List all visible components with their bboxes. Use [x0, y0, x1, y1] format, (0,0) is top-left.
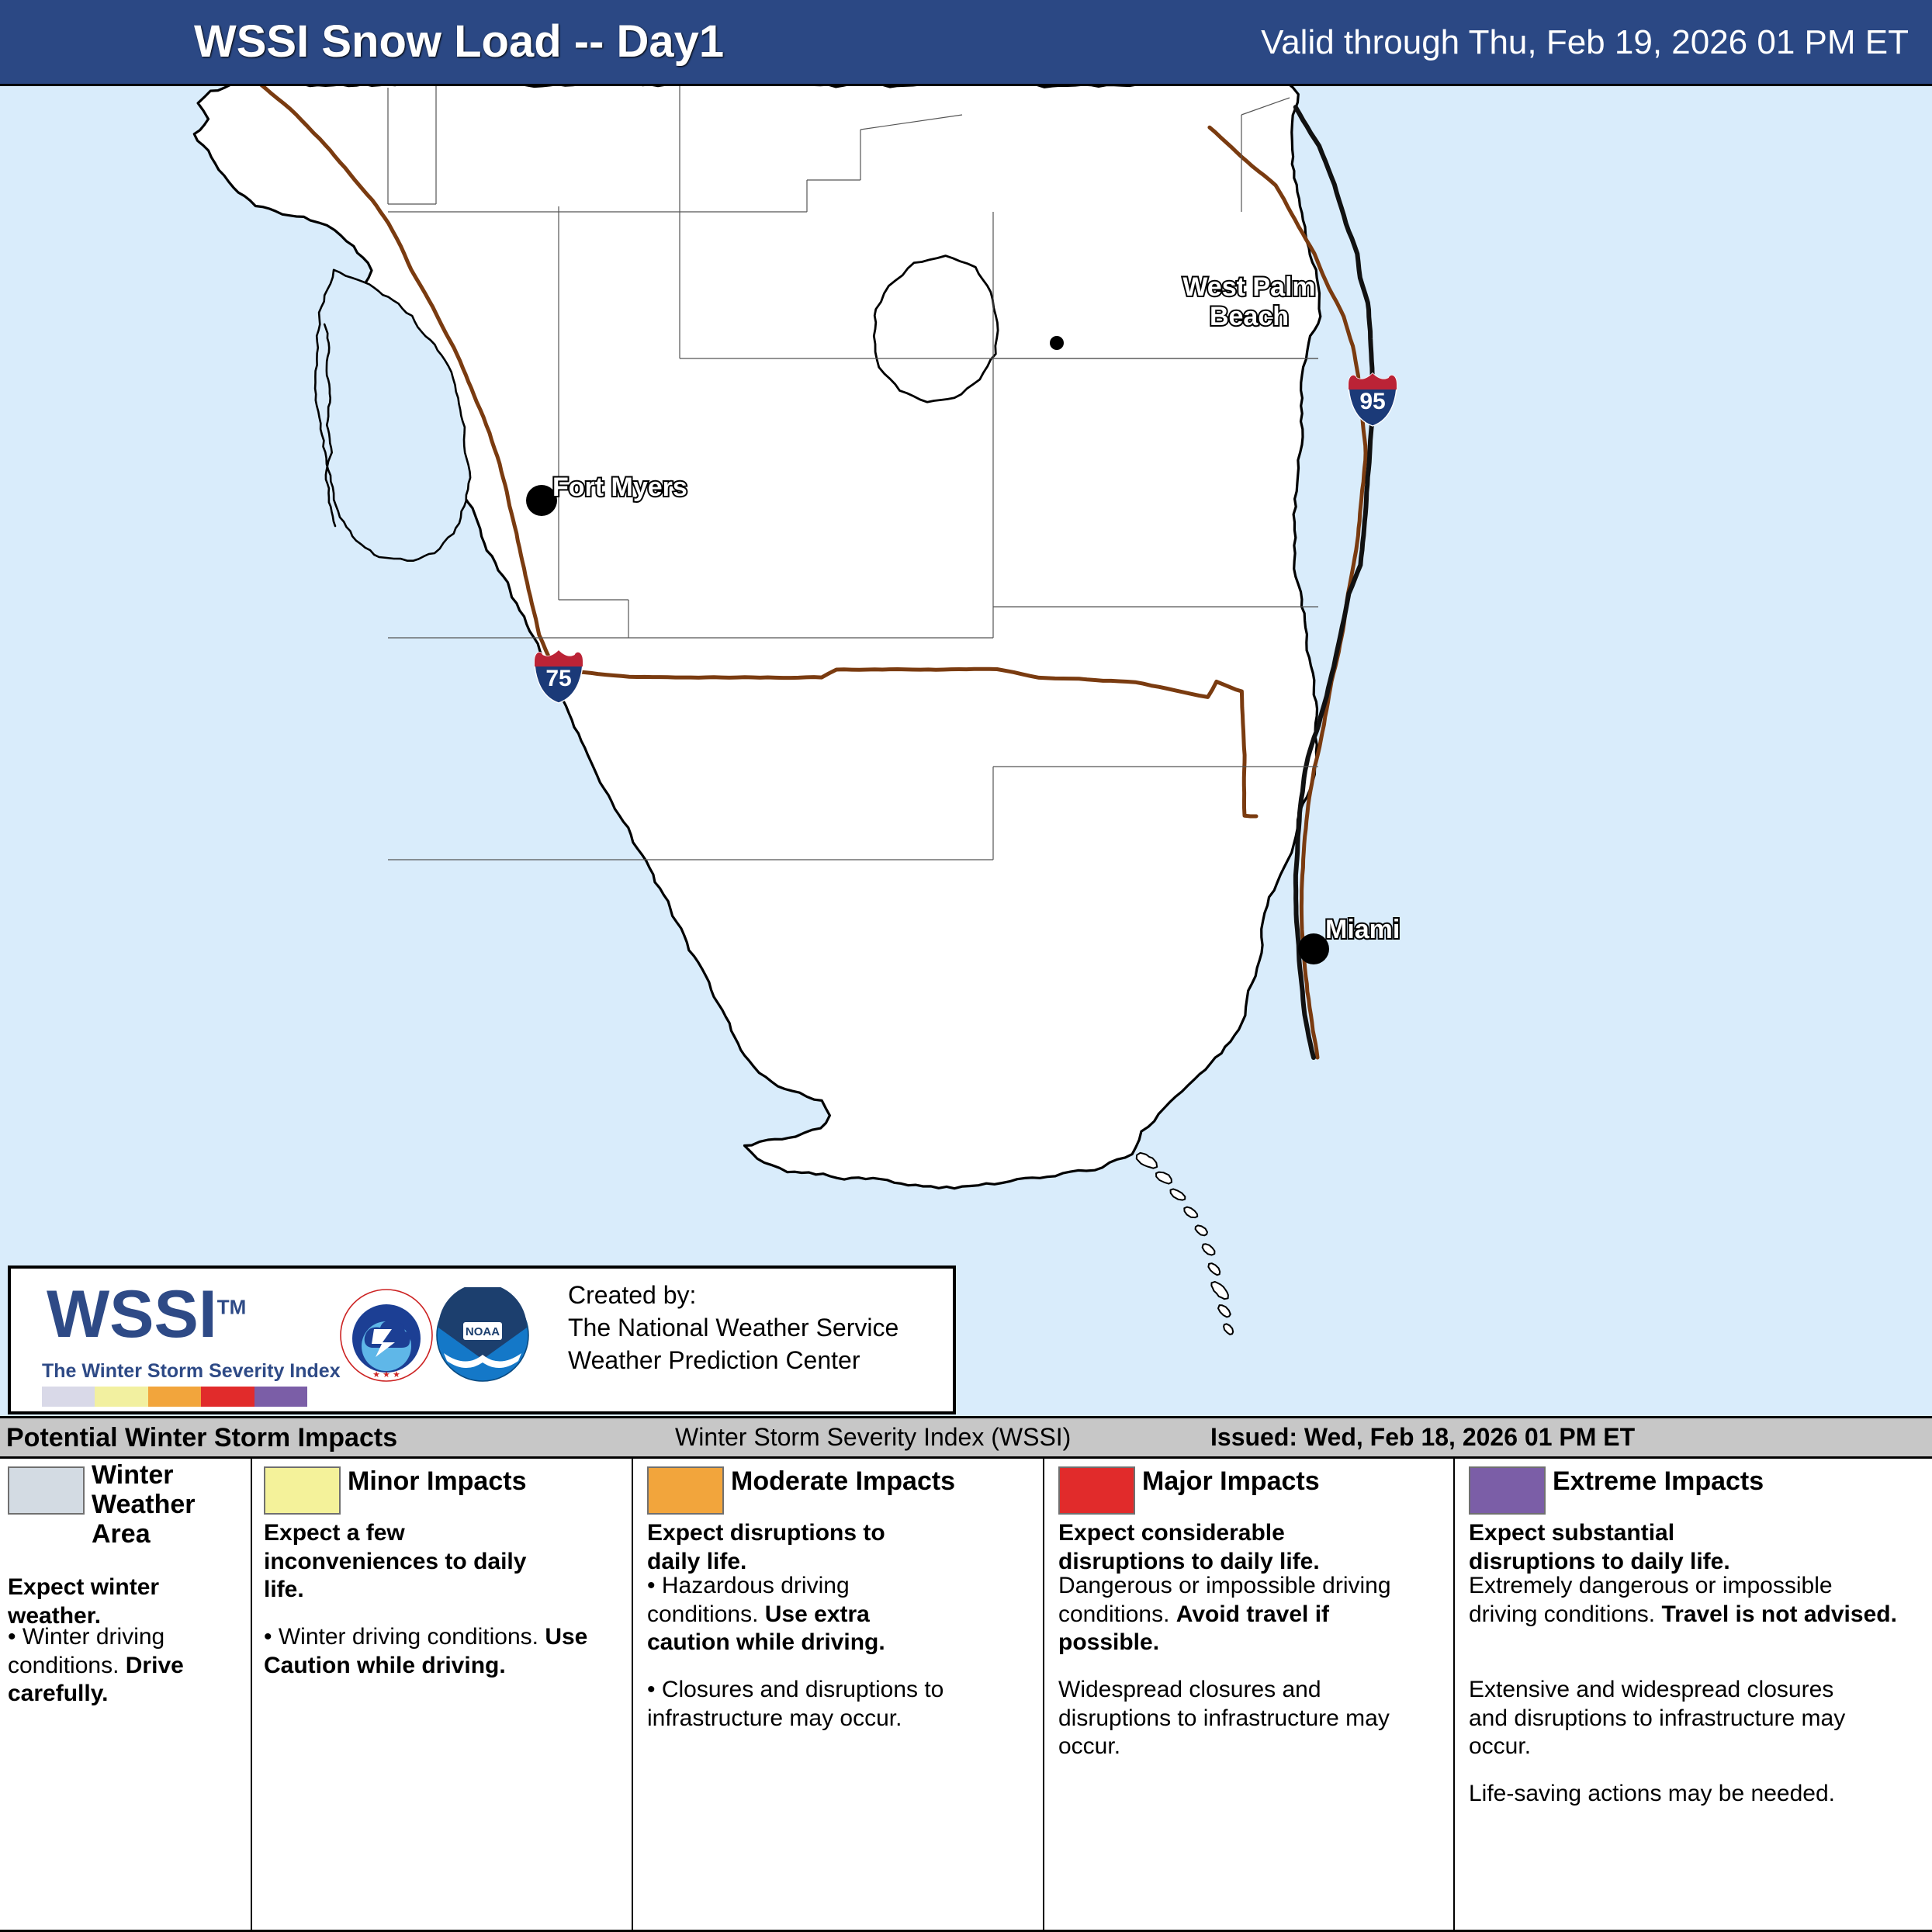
- svg-text:Fort Myers: Fort Myers: [552, 473, 687, 502]
- svg-text:★ ★ ★: ★ ★ ★: [372, 1370, 400, 1380]
- svg-text:75: 75: [545, 666, 571, 691]
- svg-text:95: 95: [1359, 389, 1385, 414]
- svg-text:Beach: Beach: [1210, 302, 1289, 331]
- svg-text:Miami: Miami: [1325, 915, 1400, 944]
- svg-text:West Palm: West Palm: [1182, 272, 1315, 302]
- svg-text:NOAA: NOAA: [466, 1325, 500, 1338]
